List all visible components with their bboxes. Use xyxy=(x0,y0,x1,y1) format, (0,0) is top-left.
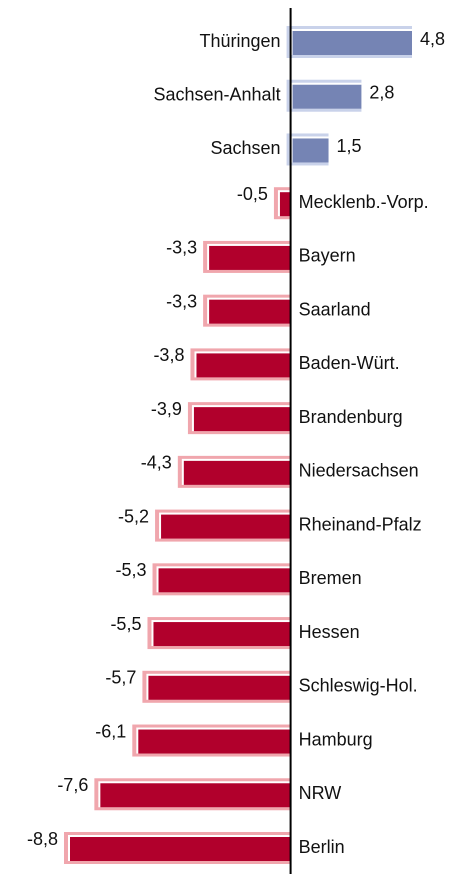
value-label: -6,1 xyxy=(95,721,126,741)
category-label: Schleswig-Hol. xyxy=(299,676,418,696)
bar xyxy=(209,299,291,324)
bar xyxy=(100,783,291,808)
category-label: Hessen xyxy=(299,622,360,642)
value-label: -8,8 xyxy=(27,829,58,849)
bar xyxy=(153,622,291,647)
value-label: -5,7 xyxy=(105,668,136,688)
bar xyxy=(148,675,291,700)
category-label: Rheinand-Pfalz xyxy=(299,514,422,534)
value-label: -5,5 xyxy=(110,614,141,634)
value-label: -4,3 xyxy=(141,453,172,473)
value-label: -5,3 xyxy=(115,560,146,580)
bar xyxy=(193,407,291,432)
value-label: -3,9 xyxy=(151,399,182,419)
value-label: -5,2 xyxy=(118,506,149,526)
bar xyxy=(138,729,291,754)
category-label: NRW xyxy=(299,783,342,803)
value-label: -3,8 xyxy=(153,345,184,365)
value-label: -0,5 xyxy=(237,184,268,204)
value-label: -3,3 xyxy=(166,238,197,258)
bar xyxy=(279,192,291,217)
category-label: Sachsen xyxy=(211,138,281,158)
bar xyxy=(158,568,291,593)
category-label: Thüringen xyxy=(200,31,281,51)
value-label: -7,6 xyxy=(57,775,88,795)
category-label: Berlin xyxy=(299,837,345,857)
bar xyxy=(209,245,291,270)
bar xyxy=(183,460,291,485)
category-label: Sachsen-Anhalt xyxy=(153,84,280,104)
value-label: -3,3 xyxy=(166,291,197,311)
category-label: Brandenburg xyxy=(299,407,403,427)
bar xyxy=(292,138,329,163)
value-label: 1,5 xyxy=(337,136,362,156)
category-label: Mecklenb.-Vorp. xyxy=(299,192,429,212)
bar xyxy=(161,514,291,539)
bar xyxy=(292,31,412,55)
category-label: Bremen xyxy=(299,568,362,588)
bar xyxy=(196,353,291,378)
value-label: 2,8 xyxy=(369,82,394,102)
category-label: Baden-Würt. xyxy=(299,353,400,373)
category-label: Hamburg xyxy=(299,729,373,749)
bar xyxy=(292,84,362,109)
category-label: Saarland xyxy=(299,299,371,319)
bar xyxy=(70,837,291,861)
value-label: 4,8 xyxy=(420,29,445,49)
category-label: Bayern xyxy=(299,246,356,266)
category-label: Niedersachsen xyxy=(299,461,419,481)
